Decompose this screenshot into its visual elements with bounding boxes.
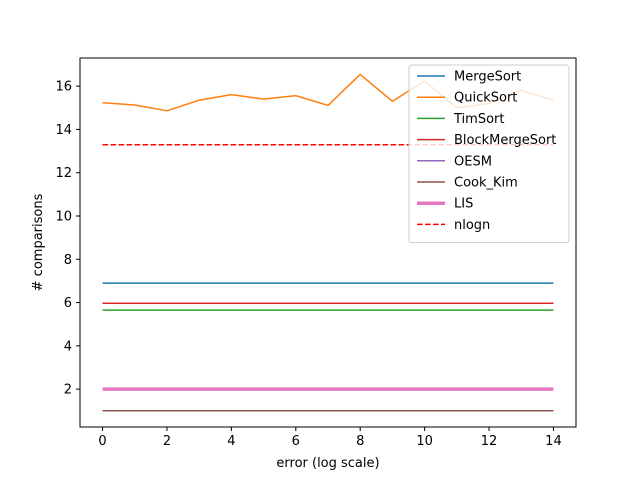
- legend-item: BlockMergeSort: [417, 133, 556, 148]
- x-tick-label: 8: [356, 434, 364, 449]
- legend-label: MergeSort: [454, 70, 521, 85]
- plot-frame: [79, 57, 577, 428]
- y-tick-label: 10: [55, 209, 72, 224]
- x-axis-label: error (log scale): [276, 456, 379, 471]
- y-tick-label: 2: [64, 383, 72, 398]
- legend-item: nlogn: [417, 218, 490, 233]
- y-tick-label: 6: [64, 296, 72, 311]
- legend-item: OESM: [417, 154, 492, 169]
- legend-box: [408, 64, 570, 244]
- y-axis: 2 4 6 8 10 12 14 16: [55, 80, 80, 398]
- legend-item: TimSort: [417, 112, 504, 127]
- legend-label: Cook_Kim: [454, 176, 518, 191]
- legend-item: QuickSort: [417, 91, 517, 106]
- legend-label: LIS: [454, 197, 473, 212]
- x-tick-label: 2: [163, 434, 171, 449]
- x-tick-label: 4: [227, 434, 235, 449]
- y-tick-label: 12: [55, 166, 72, 181]
- y-tick-label: 16: [55, 80, 72, 95]
- series-layer: [102, 73, 554, 412]
- legend-label: nlogn: [454, 218, 490, 233]
- legend-label: BlockMergeSort: [454, 133, 556, 148]
- x-axis: 0 2 4 6 8 10 12 14: [98, 427, 562, 449]
- x-tick-label: 6: [292, 434, 300, 449]
- x-tick-label: 10: [416, 434, 433, 449]
- legend: MergeSort QuickSort TimSort BlockMergeSort O…: [408, 64, 570, 244]
- legend-label: QuickSort: [454, 91, 517, 106]
- x-tick-label: 14: [545, 434, 562, 449]
- legend-label: OESM: [454, 154, 492, 169]
- y-tick-label: 14: [55, 123, 72, 138]
- y-axis-label: # comparisons: [31, 193, 46, 291]
- x-tick-label: 0: [98, 434, 106, 449]
- y-tick-label: 8: [64, 253, 72, 268]
- y-tick-label: 4: [64, 339, 72, 354]
- legend-item: LIS: [417, 197, 473, 212]
- x-tick-label: 12: [481, 434, 498, 449]
- legend-item: MergeSort: [417, 70, 521, 85]
- legend-item: Cook_Kim: [417, 176, 518, 191]
- legend-label: TimSort: [453, 112, 504, 127]
